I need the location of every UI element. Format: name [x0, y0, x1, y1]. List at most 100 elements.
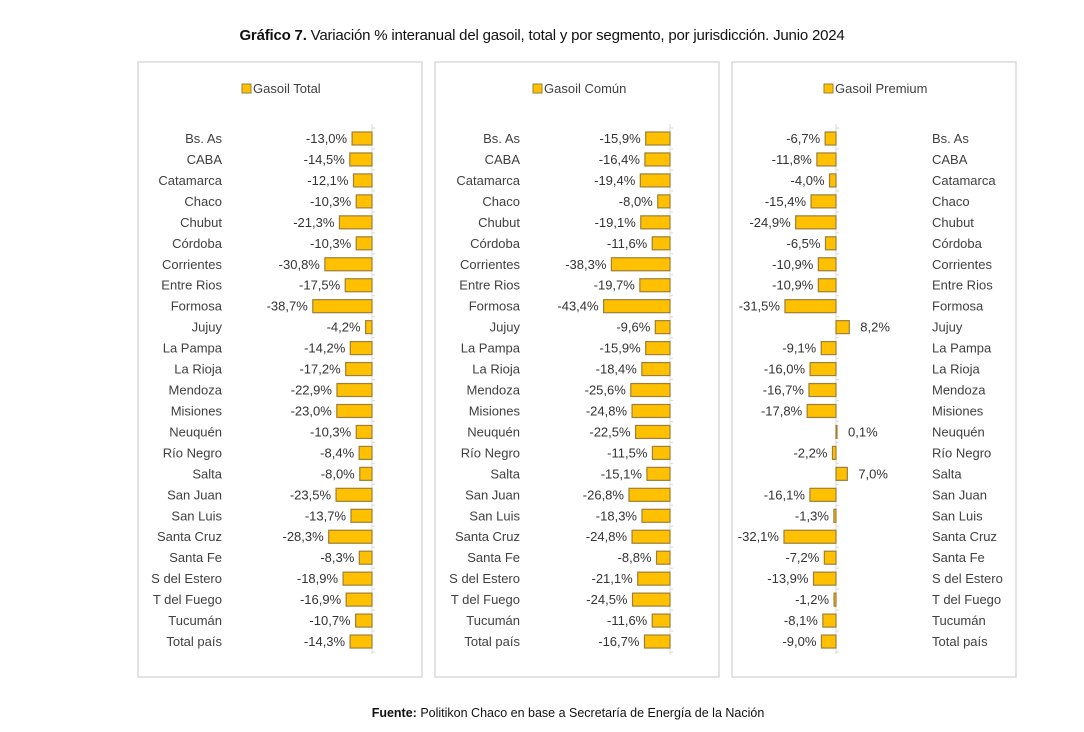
legend: Gasoil Común — [532, 81, 626, 96]
data-label: -6,5% — [787, 236, 821, 251]
data-label: -12,1% — [307, 173, 349, 188]
bar-1 — [645, 131, 671, 146]
category-label: Mendoza — [169, 383, 223, 398]
legend-swatch — [532, 83, 543, 94]
bar-10 — [835, 320, 850, 335]
bar-20 — [631, 529, 671, 544]
data-label: -1,3% — [795, 508, 829, 523]
bar-12 — [641, 361, 671, 377]
category-label: T del Fuego — [932, 592, 1001, 607]
bar-15 — [634, 424, 671, 440]
data-label: -24,8% — [586, 403, 628, 418]
data-label: -28,3% — [282, 529, 324, 544]
data-label: -11,6% — [607, 236, 648, 251]
category-label: Corrientes — [162, 257, 222, 272]
bar-22 — [637, 571, 671, 586]
data-label: -11,5% — [607, 445, 648, 460]
data-label: -31,5% — [739, 299, 781, 314]
legend-label: Gasoil Común — [544, 81, 626, 96]
chart-title: Gráfico 7. Variación % interanual del ga… — [0, 27, 1084, 44]
category-label: Neuquén — [932, 424, 985, 439]
bar-17 — [359, 466, 373, 481]
bar-16 — [651, 445, 671, 460]
data-label: -23,0% — [291, 403, 333, 418]
category-label: Bs. As — [185, 131, 222, 146]
bar-24 — [651, 613, 671, 628]
bar-11 — [349, 341, 373, 356]
data-label: -25,6% — [585, 383, 627, 398]
chart-panel-2: Gasoil Común -15,9% Bs. As -16,4% CABA -19,4%… — [434, 61, 720, 678]
bar-2 — [644, 152, 671, 167]
data-label: -13,9% — [767, 571, 809, 586]
bar-5 — [795, 215, 837, 230]
bar-10 — [364, 320, 373, 335]
category-label: Chubut — [478, 215, 520, 230]
data-label: -23,5% — [290, 487, 332, 502]
category-label: Salta — [490, 466, 520, 481]
category-label: T del Fuego — [451, 592, 520, 607]
data-label: -16,7% — [598, 634, 640, 649]
data-label: -10,9% — [772, 278, 814, 293]
category-label: Tucumán — [932, 613, 986, 628]
bar-24 — [355, 613, 373, 628]
data-label: -30,8% — [279, 257, 321, 272]
bar-15 — [835, 424, 838, 440]
chart-title-rest: Variación % interanual del gasoil, total… — [306, 27, 845, 44]
data-label: -16,0% — [764, 362, 806, 377]
bar-5 — [640, 215, 671, 230]
bar-25 — [349, 634, 373, 649]
bar-17 — [835, 466, 848, 481]
bar-8 — [344, 278, 373, 293]
category-label: Total país — [166, 634, 222, 649]
bar-24 — [822, 613, 837, 628]
bar-2 — [816, 152, 837, 167]
data-label: -14,5% — [304, 152, 346, 167]
data-label: -43,4% — [557, 299, 599, 314]
bar-20 — [328, 529, 373, 544]
category-label: La Pampa — [932, 341, 992, 356]
bar-9 — [312, 299, 373, 314]
bar-7 — [610, 257, 671, 272]
data-label: -21,1% — [592, 571, 634, 586]
legend: Gasoil Premium — [823, 81, 927, 96]
category-label: La Rioja — [472, 362, 520, 377]
category-label: Corrientes — [460, 257, 520, 272]
bar-23 — [631, 592, 671, 607]
data-label: -16,9% — [300, 592, 342, 607]
category-label: San Luis — [932, 508, 983, 523]
category-label: Total país — [932, 634, 988, 649]
category-label: San Juan — [465, 487, 520, 502]
category-label: Santa Cruz — [932, 529, 997, 544]
bar-18 — [628, 487, 671, 502]
bar-13 — [630, 382, 671, 398]
bar-16 — [831, 445, 837, 460]
data-label: -16,4% — [599, 152, 641, 167]
bar-22 — [812, 571, 837, 586]
category-label: San Luis — [171, 508, 222, 523]
data-label: -17,2% — [299, 362, 341, 377]
bar-12 — [809, 361, 837, 377]
data-label: -11,6% — [607, 613, 648, 628]
data-label: -22,5% — [589, 424, 631, 439]
bar-14 — [336, 403, 373, 419]
category-label: Total país — [464, 634, 520, 649]
category-label: Entre Rios — [459, 278, 520, 293]
data-label: 8,2% — [860, 320, 890, 335]
data-label: -21,3% — [293, 215, 335, 230]
category-label: Mendoza — [467, 383, 521, 398]
data-label: -10,3% — [310, 194, 352, 209]
source-note: Fuente: Politikon Chaco en base a Secret… — [0, 706, 1084, 720]
category-label: La Rioja — [932, 362, 980, 377]
bar-13 — [808, 382, 837, 398]
data-label: -15,4% — [765, 194, 807, 209]
data-label: -17,8% — [761, 403, 803, 418]
category-label: San Juan — [932, 487, 987, 502]
category-label: Entre Rios — [161, 278, 222, 293]
bar-14 — [631, 403, 671, 419]
category-label: CABA — [485, 152, 521, 167]
data-label: -16,1% — [764, 487, 806, 502]
source-label: Fuente: — [371, 706, 417, 720]
category-label: La Pampa — [461, 341, 521, 356]
data-label: -18,9% — [297, 571, 339, 586]
data-label: -4,0% — [791, 173, 825, 188]
